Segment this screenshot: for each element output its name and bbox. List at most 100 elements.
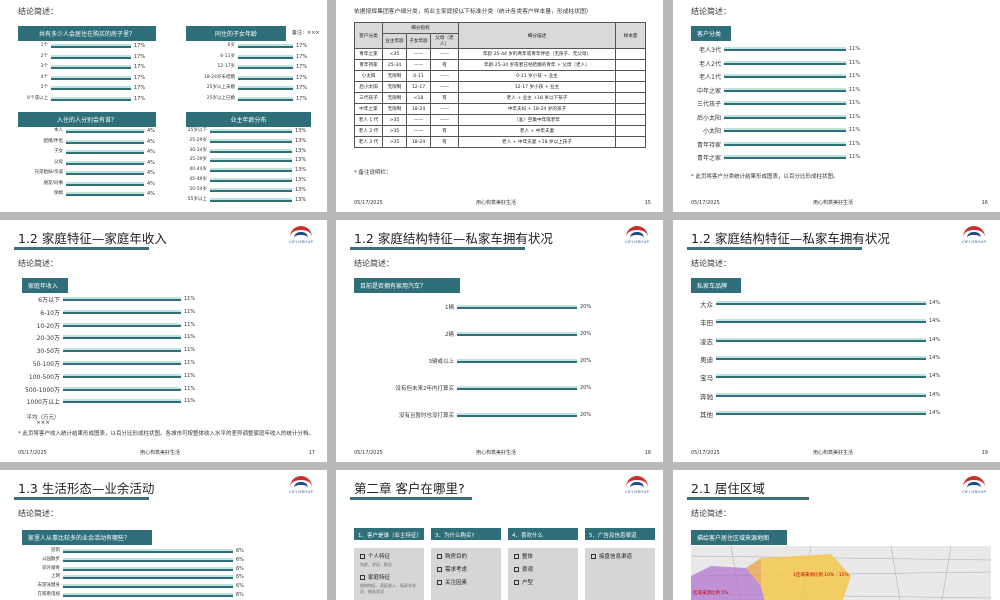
region-map <box>691 546 991 600</box>
cifi-logo: CIFI GROUP <box>958 476 990 496</box>
bar-value: 4% <box>147 159 155 166</box>
table-cell: 18-24 <box>406 103 431 115</box>
th-parents: 父母（老人） <box>430 33 459 49</box>
title-underline <box>350 247 525 250</box>
bar-value: 14% <box>929 373 941 380</box>
bar-value: 6% <box>236 565 244 572</box>
title-underline <box>14 497 149 500</box>
column-header: 1、客户是谁（业主特征） <box>354 528 424 540</box>
bar <box>51 44 131 48</box>
slide-chapter2[interactable]: 第二章 客户在哪里? CIFI GROUP 1、客户是谁（业主特征） 个人特征 年龄… <box>336 470 663 600</box>
column-body: 整体 景观 户型 <box>508 548 578 600</box>
bar <box>724 60 846 65</box>
checkbox-icon <box>360 554 365 559</box>
bar-value: 13% <box>295 196 307 203</box>
table-cell: —— <box>430 103 459 115</box>
table-row: 老人 3 代 >35 18-24 有老人 + 中年夫妻 +18 岁以上孩子 <box>354 136 646 148</box>
bar-value: 13% <box>295 128 307 134</box>
table-cell <box>615 125 646 137</box>
bar-label: 郊外踏青 <box>42 565 60 571</box>
bar <box>210 158 292 163</box>
bar-value: 20% <box>580 412 592 418</box>
table-cell <box>615 136 646 148</box>
bar <box>716 374 926 379</box>
map-region-yellow <box>761 554 851 600</box>
conclusion-label: 结论简述： <box>18 509 58 518</box>
bar-value: 11% <box>849 127 861 133</box>
chapter-column: 4、喜欢什么整体 景观 户型 <box>508 528 578 600</box>
bar-label: 3辆或以上 <box>428 359 455 365</box>
bar-value: 13% <box>295 167 307 174</box>
bar <box>724 47 846 51</box>
bar-label: 上网 <box>51 574 60 580</box>
bar-label: 45-49岁 <box>189 177 207 182</box>
table-cell: >35 <box>382 114 407 126</box>
bar-label: 20-30万 <box>36 335 60 343</box>
table-cell: <18 <box>406 92 431 104</box>
slide-title: 1.2 家庭特征—家庭年收入 <box>18 231 167 246</box>
bar-label: 6-10万 <box>40 309 60 317</box>
slide-region[interactable]: 2.1 居住区域 CIFI GROUP 结论简述： 描绘客户居住区域来源地图 1… <box>673 470 1000 600</box>
slide-leisure[interactable]: 1.3 生活形态—业余活动 CIFI GROUP 结论简述： 家里人从事比较多的… <box>0 470 327 600</box>
bar <box>716 337 926 342</box>
table-cell: 年龄 25-44 岁的青年或青年伴侣（无孩子、无父母） <box>458 48 616 60</box>
table-cell: 无限制 <box>382 81 407 93</box>
slide-family-members[interactable]: 结论简述： 共有多少人会居住在购买的房子里？ 同住的子女年龄 备注：××× 入住… <box>0 0 327 212</box>
bar-label: 6万以下 <box>38 297 60 304</box>
table-cell: <35 <box>382 48 407 60</box>
cifi-logo: CIFI GROUP <box>285 476 317 496</box>
bar-value: 11% <box>184 398 196 405</box>
bar <box>238 65 293 69</box>
table-cell <box>615 48 646 60</box>
bar <box>724 128 846 132</box>
table-cell: —— <box>406 48 431 60</box>
slide-car-ownership[interactable]: 1.2 家庭结构特征—私家车拥有状况 CIFI GROUP 结论简述： 目前是否… <box>336 220 663 462</box>
bar <box>63 309 181 314</box>
checkbox-item: 关注因素 <box>437 578 495 586</box>
bar-label: 30-34岁 <box>189 147 207 153</box>
slide-segment-chart[interactable]: 结论简述： 客户分类 * 此页将客户分类统计结果形成图表，以百分比形成柱状图。 … <box>673 0 1000 212</box>
conclusion-label: 结论简述： <box>354 259 394 268</box>
table-cell: >35 <box>382 136 407 148</box>
column-header: 4、喜欢什么 <box>508 528 578 540</box>
bar <box>210 129 292 133</box>
chart-title: 描绘客户居住区域来源地图 <box>691 530 787 545</box>
bar <box>66 160 144 165</box>
slide-customer-segments[interactable]: 依据按辉集团客户细分类，将业主家庭按以下标准分类（统计各类客户样本量，形成柱状图… <box>336 0 663 212</box>
bar <box>63 575 233 580</box>
table-cell: 中年夫妇 + 18-24 岁的孩子 <box>458 103 616 115</box>
bar-value: 17% <box>296 95 308 102</box>
chart-title: 私家车品牌 <box>691 278 741 293</box>
bar <box>457 305 577 309</box>
table-cell: 有 <box>430 59 459 71</box>
page-number: 19 <box>981 450 988 456</box>
bar-value: 11% <box>849 154 861 160</box>
note-text: * 备注说明栏： <box>354 170 392 176</box>
slide-income[interactable]: 1.2 家庭特征—家庭年收入 CIFI GROUP 结论简述： 家庭年收入 平均… <box>0 220 327 462</box>
bar <box>63 373 181 378</box>
bar <box>63 399 181 404</box>
bar <box>238 44 293 48</box>
checkbox-item: 需求考虑 <box>437 565 495 573</box>
slide-title: 第二章 客户在哪里? <box>354 481 465 496</box>
table-cell: 12-17 <box>406 81 431 93</box>
bar <box>210 138 292 143</box>
bar <box>63 549 233 553</box>
footer-motto: 用心构筑美好生活 <box>813 450 854 456</box>
checkbox-icon <box>437 580 442 585</box>
bar-label: 6岁 <box>227 43 235 48</box>
bar-label: 100-500万 <box>28 373 60 381</box>
bar-label: 保姆 <box>54 191 63 196</box>
bar <box>238 96 293 101</box>
bar-value: 11% <box>849 113 861 120</box>
bar-label: 40-44岁 <box>189 167 207 173</box>
bar-value: 11% <box>184 347 196 354</box>
bar-label: 25岁以下 <box>187 128 207 133</box>
table-cell: —— <box>430 114 459 126</box>
bar-label: 后小太阳 <box>696 114 721 122</box>
bar <box>210 168 292 173</box>
slide-car-brand[interactable]: 1.2 家庭结构特征—私家车拥有状况 CIFI GROUP 结论简述： 私家车品… <box>673 220 1000 462</box>
checkbox-item: 购房目的 <box>437 552 495 560</box>
th-child-age: 子女年龄 <box>406 33 431 49</box>
conclusion-label: 结论简述： <box>691 509 731 518</box>
